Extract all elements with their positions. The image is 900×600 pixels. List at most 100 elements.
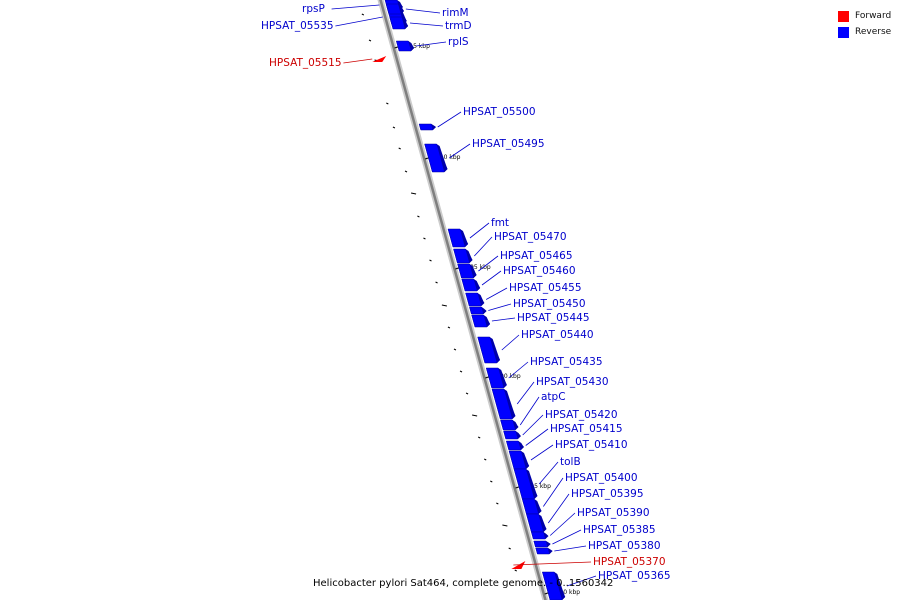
kbp-tick-label: 1110 kbp <box>432 154 460 161</box>
scale-tick <box>514 569 517 572</box>
scale-tick <box>417 215 420 218</box>
gene-label: HPSAT_05460 <box>503 265 576 277</box>
gene-block-side <box>545 541 551 547</box>
gene-block-side <box>518 441 524 450</box>
scale-tick <box>410 192 417 195</box>
scale-tick <box>502 524 508 527</box>
kbp-tick-label: 1090 kbp <box>552 589 580 596</box>
gene-label: fmt <box>491 217 509 229</box>
legend-swatch-reverse <box>838 26 849 38</box>
gene-label: HPSAT_05440 <box>521 329 594 341</box>
gene-label: HPSAT_05395 <box>571 488 644 500</box>
gene-label: HPSAT_05410 <box>555 439 628 451</box>
gene-label-connector <box>415 41 447 47</box>
scale-tick <box>435 281 438 284</box>
gene-block-side <box>431 124 436 130</box>
gene-label: rimM <box>442 7 469 19</box>
scale-tick <box>459 370 463 373</box>
gene-label-connector <box>469 222 490 239</box>
gene-label-connector <box>525 428 549 446</box>
gene-label-connector <box>549 512 576 536</box>
legend-label-forward: Forward <box>855 11 892 21</box>
gene-label-connector <box>335 16 383 27</box>
scale-tick <box>477 436 481 439</box>
gene-label-connector <box>331 4 380 10</box>
backbone-line <box>379 0 547 600</box>
scale-tick <box>441 304 447 307</box>
gene-block-side <box>465 249 473 263</box>
gene-label-connector <box>488 303 512 311</box>
legend-swatch-forward <box>838 10 849 22</box>
gene-label-connector <box>522 414 544 436</box>
gene-block-side <box>481 307 487 314</box>
gene-label-connector <box>508 361 529 379</box>
gene-label: atpC <box>541 391 566 403</box>
gene-block-side <box>477 293 485 306</box>
gene-block-side <box>459 229 468 247</box>
gene-label: HPSAT_05445 <box>517 312 590 324</box>
scale-tick <box>490 480 493 483</box>
gene-label-connector <box>543 477 564 507</box>
gene-label: trmD <box>445 20 472 32</box>
scale-tick <box>423 237 426 240</box>
gene-block-side <box>489 337 500 363</box>
gene-label-connector <box>481 270 502 286</box>
kbp-tick-label: 1100 kbp <box>492 373 520 380</box>
gene-label-connector <box>513 561 592 566</box>
scale-tick <box>368 39 372 42</box>
gene-block-side <box>498 368 507 388</box>
gene-label-connector <box>485 287 508 300</box>
gene-block-side <box>547 548 553 554</box>
gene-block-side <box>401 17 408 29</box>
gene-label: HPSAT_05430 <box>536 376 609 388</box>
scale-tick <box>508 547 511 550</box>
gene-label-connector <box>547 493 570 524</box>
gene-label: HPSAT_05535 <box>261 20 334 32</box>
gene-label: HPSAT_05515 <box>269 57 342 69</box>
gene-block-side <box>398 4 404 14</box>
scale-tick <box>386 102 389 105</box>
scale-tick <box>447 326 451 329</box>
gene-label-connector <box>437 111 462 128</box>
legend-item-forward: Forward <box>838 8 891 24</box>
scale-tick <box>472 414 478 417</box>
gene-block-side <box>469 264 477 278</box>
scale-tick <box>465 392 469 395</box>
gene-label: HPSAT_05455 <box>509 282 582 294</box>
gene-block-side <box>503 389 516 419</box>
gene-label: rpsP <box>302 3 325 15</box>
gene-block-side <box>554 572 565 600</box>
gene-block-side <box>515 431 521 439</box>
gene-label-connector <box>474 236 493 257</box>
kbp-tick-label: 1115 kbp <box>402 43 430 50</box>
gene-block-side <box>534 499 542 514</box>
gene-label-connector <box>491 317 516 322</box>
gene-label-connector <box>519 396 540 426</box>
gene-block-side <box>525 469 538 499</box>
gene-label: HPSAT_05450 <box>513 298 586 310</box>
gene-label-connector <box>552 529 582 545</box>
gene-label-connector <box>478 255 499 272</box>
gene-label: HPSAT_05380 <box>588 540 661 552</box>
gene-label-connector <box>409 22 444 27</box>
gene-block-side <box>473 279 481 291</box>
gene-block-side <box>538 514 547 532</box>
gene-label: HPSAT_05365 <box>598 570 671 582</box>
gene-block-side <box>543 532 549 539</box>
scale-tick <box>398 147 401 150</box>
gene-label-connector <box>554 545 587 552</box>
gene-label: rplS <box>448 36 469 48</box>
gene-block-side <box>521 451 529 469</box>
gene-label-connector <box>501 334 520 351</box>
scale-tick <box>496 502 499 505</box>
map-caption: Helicobacter pylori Sat464, complete gen… <box>313 578 614 589</box>
gene-label: HPSAT_05435 <box>530 356 603 368</box>
scale-tick <box>361 13 365 16</box>
scale-tick <box>392 126 396 129</box>
kbp-tick-label: 1105 kbp <box>462 264 490 271</box>
gene-label: HPSAT_05415 <box>550 423 623 435</box>
scale-tick <box>484 458 487 461</box>
gene-label: HPSAT_05470 <box>494 231 567 243</box>
gene-label: HPSAT_05500 <box>463 106 536 118</box>
